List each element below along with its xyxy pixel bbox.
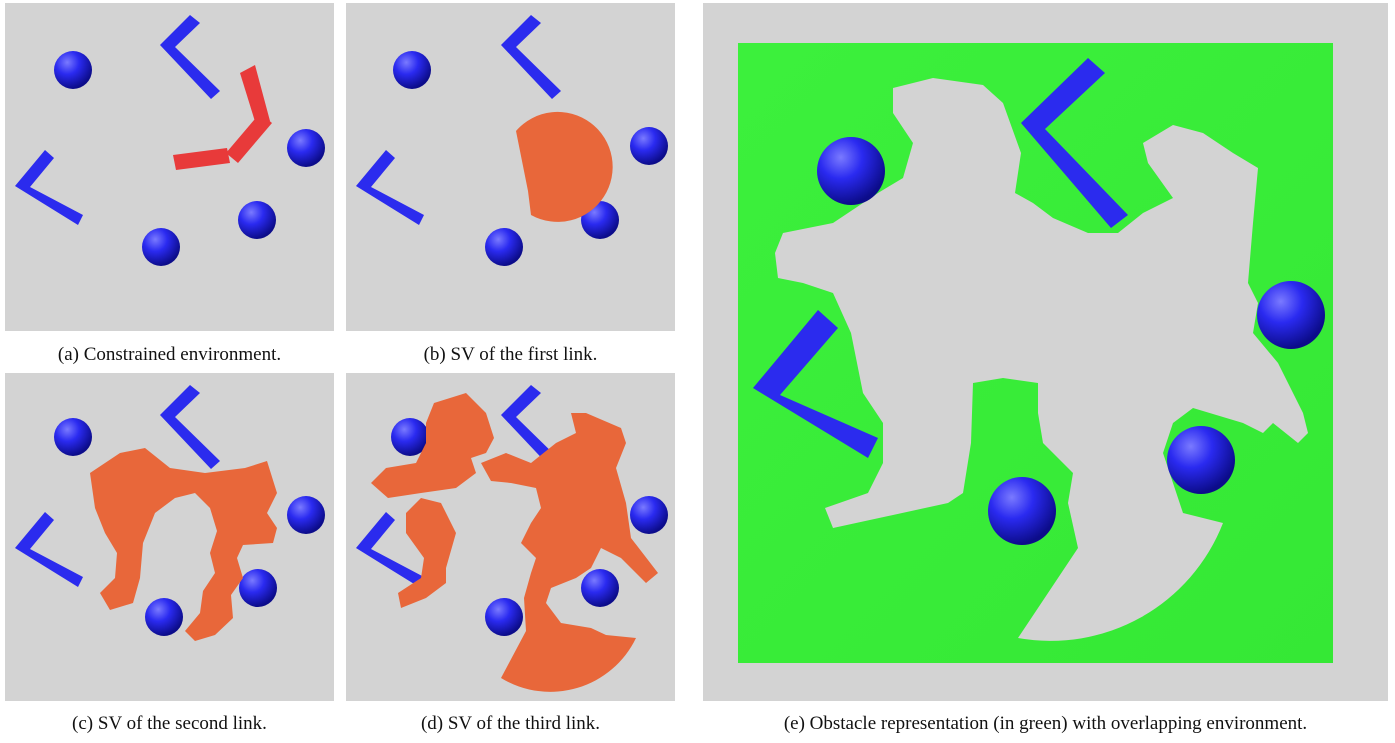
blue-l-obstacle [15,15,220,225]
panel-d-image [346,373,675,701]
caption-d: (d) SV of the third link. [420,713,601,734]
orange-swept-volume [90,448,277,641]
panel-b-image [346,3,675,331]
caption-c: (c) SV of the second link. [72,713,267,734]
blue-sphere-obstacles [54,51,325,266]
orange-swept-volume [371,393,658,692]
caption-b: (b) SV of the first link. [423,344,598,365]
caption-e: (e) Obstacle representation (in green) w… [783,713,1308,734]
caption-a: (a) Constrained environment. [57,344,282,365]
panel-e-image [703,3,1388,701]
panel-a-image [5,3,334,331]
blue-l-obstacle [753,58,1128,458]
orange-swept-volume [516,111,613,222]
free-space-region [775,78,1308,641]
panel-c-image [5,373,334,701]
red-robot-arm [173,65,272,170]
blue-sphere-obstacles [817,137,1325,545]
